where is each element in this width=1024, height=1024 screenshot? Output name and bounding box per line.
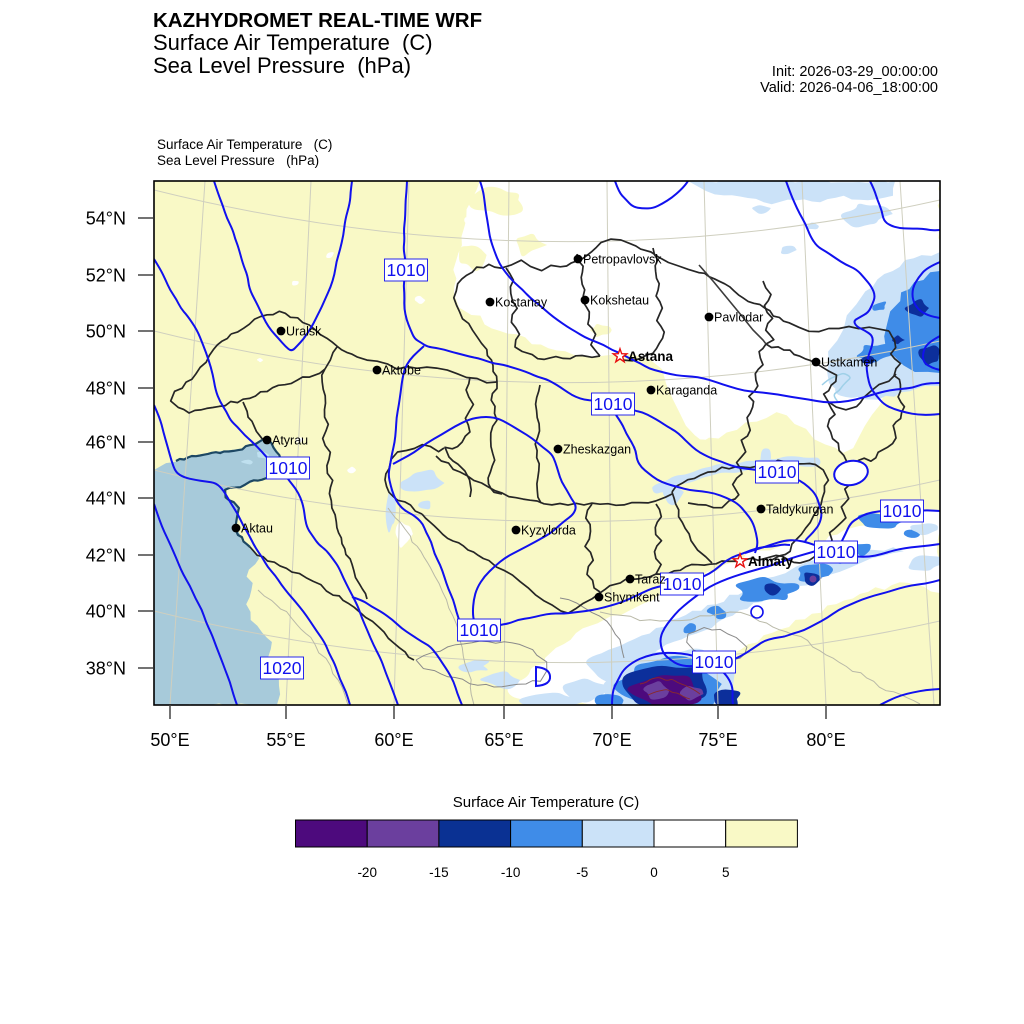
svg-text:-20: -20 — [357, 865, 377, 880]
svg-text:1010: 1010 — [758, 462, 797, 482]
svg-text:50°N: 50°N — [86, 322, 126, 342]
svg-text:Aktau: Aktau — [241, 522, 273, 536]
svg-text:1020: 1020 — [263, 658, 302, 678]
svg-text:60°E: 60°E — [374, 730, 413, 750]
svg-text:1010: 1010 — [269, 458, 308, 478]
svg-text:1010: 1010 — [460, 620, 499, 640]
svg-text:40°N: 40°N — [86, 602, 126, 622]
svg-text:Surface Air Temperature (C): Surface Air Temperature (C) — [453, 794, 639, 811]
svg-text:38°N: 38°N — [86, 659, 126, 679]
svg-text:-10: -10 — [501, 865, 521, 880]
svg-text:Petropavlovsk: Petropavlovsk — [583, 253, 662, 267]
svg-text:Taraz: Taraz — [635, 573, 666, 587]
svg-text:42°N: 42°N — [86, 546, 126, 566]
svg-text:75°E: 75°E — [698, 730, 737, 750]
svg-text:Aktobe: Aktobe — [382, 364, 421, 378]
svg-text:80°E: 80°E — [806, 730, 845, 750]
svg-text:Shymkent: Shymkent — [604, 591, 660, 605]
svg-text:Kyzylorda: Kyzylorda — [521, 524, 576, 538]
svg-text:1010: 1010 — [695, 652, 734, 672]
svg-text:44°N: 44°N — [86, 489, 126, 509]
svg-text:Astana: Astana — [628, 349, 674, 364]
svg-text:Zheskazgan: Zheskazgan — [563, 443, 631, 457]
svg-text:Surface Air Temperature (C): Surface Air Temperature (C) — [153, 30, 433, 55]
svg-text:52°N: 52°N — [86, 266, 126, 286]
svg-text:-15: -15 — [429, 865, 449, 880]
svg-text:Kostanay: Kostanay — [495, 296, 548, 310]
svg-text:1010: 1010 — [594, 394, 633, 414]
svg-text:Sea Level Pressure (hPa): Sea Level Pressure (hPa) — [153, 53, 411, 78]
svg-text:Init: 2026-03-29_00:00:00: Init: 2026-03-29_00:00:00 — [772, 64, 938, 80]
svg-text:65°E: 65°E — [484, 730, 523, 750]
svg-text:-5: -5 — [576, 865, 588, 880]
svg-text:Sea Level Pressure (hPa): Sea Level Pressure (hPa) — [157, 153, 319, 168]
svg-text:Kokshetau: Kokshetau — [590, 294, 649, 308]
svg-text:Ustkamen: Ustkamen — [821, 356, 877, 370]
svg-text:Valid: 2026-04-06_18:00:00: Valid: 2026-04-06_18:00:00 — [760, 80, 938, 96]
svg-text:Almaty: Almaty — [748, 554, 794, 569]
svg-text:46°N: 46°N — [86, 433, 126, 453]
svg-text:Pavlodar: Pavlodar — [714, 311, 763, 325]
svg-text:54°N: 54°N — [86, 209, 126, 229]
svg-text:50°E: 50°E — [150, 730, 189, 750]
svg-text:KAZHYDROMET REAL-TIME WRF: KAZHYDROMET REAL-TIME WRF — [153, 9, 482, 32]
svg-text:1010: 1010 — [817, 542, 856, 562]
svg-text:Uralsk: Uralsk — [286, 325, 322, 339]
svg-text:Taldykurgan: Taldykurgan — [766, 503, 833, 517]
svg-text:1010: 1010 — [883, 501, 922, 521]
svg-text:Atyrau: Atyrau — [272, 434, 308, 448]
svg-text:55°E: 55°E — [266, 730, 305, 750]
svg-text:0: 0 — [650, 865, 658, 880]
svg-text:70°E: 70°E — [592, 730, 631, 750]
svg-text:5: 5 — [722, 865, 730, 880]
svg-text:Karaganda: Karaganda — [656, 384, 717, 398]
svg-text:Surface Air Temperature (C): Surface Air Temperature (C) — [157, 137, 332, 152]
svg-text:48°N: 48°N — [86, 379, 126, 399]
svg-text:1010: 1010 — [663, 574, 702, 594]
svg-text:1010: 1010 — [387, 260, 426, 280]
